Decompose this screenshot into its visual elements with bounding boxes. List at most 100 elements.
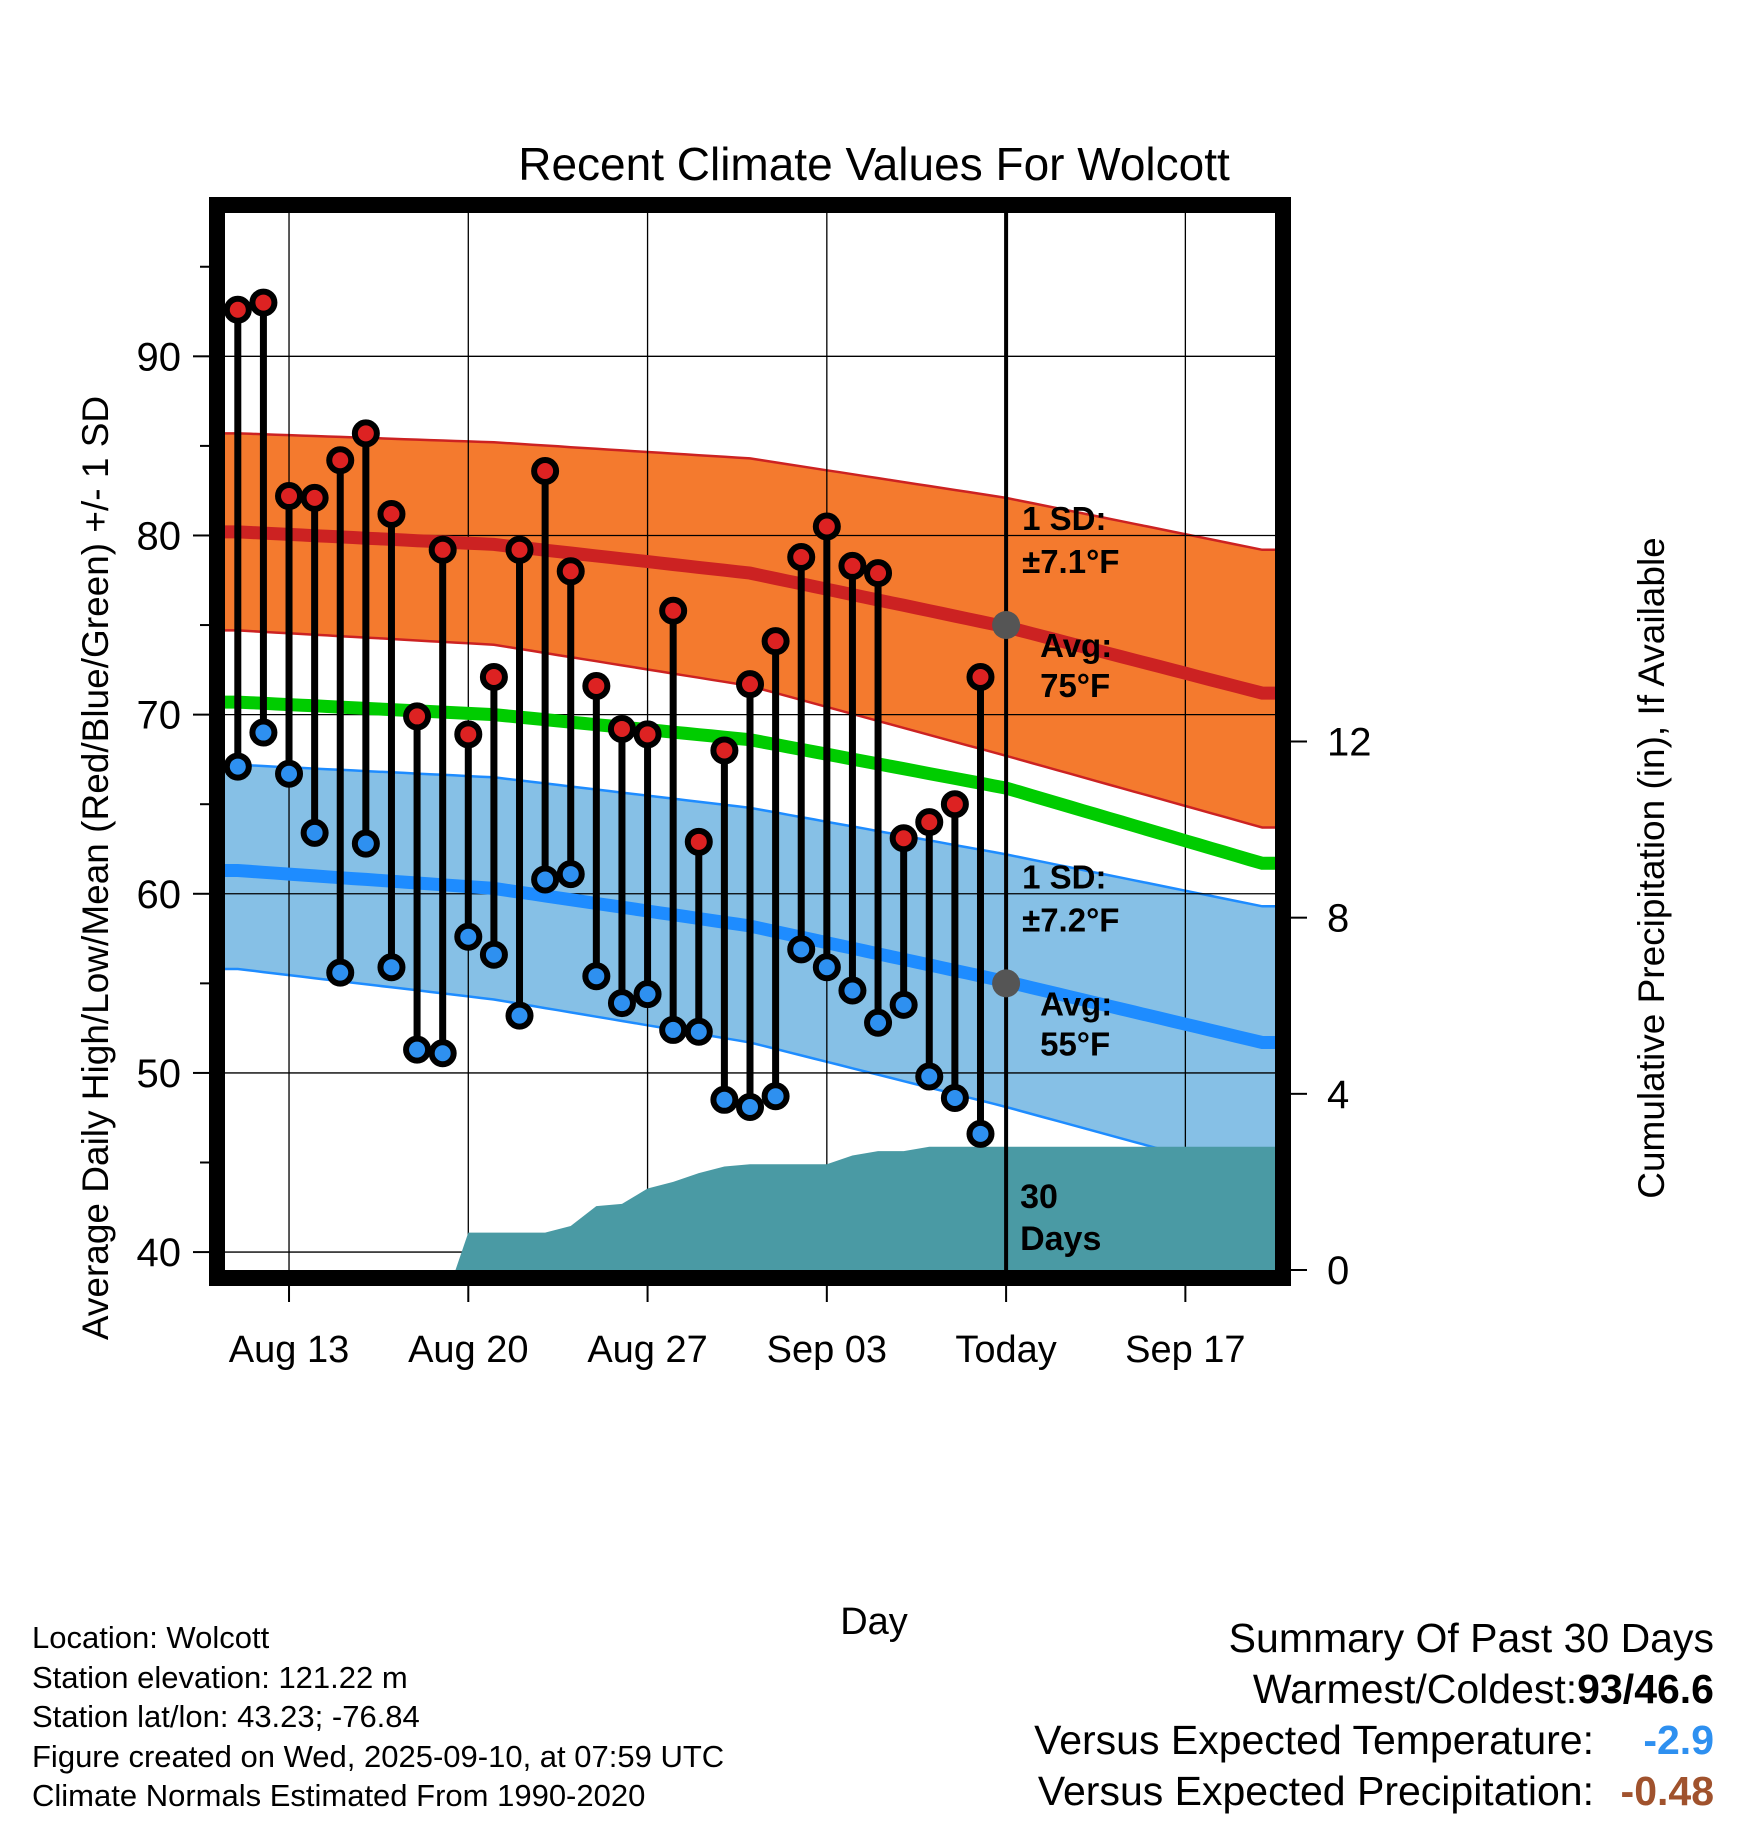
low-marker <box>684 1017 713 1046</box>
high-marker <box>326 446 355 475</box>
low-marker <box>710 1085 739 1114</box>
precip-area <box>455 1146 1275 1270</box>
high-avg-label: Avg: <box>1040 627 1112 664</box>
low-marker <box>838 976 867 1005</box>
y-tick-label: 40 <box>137 1231 182 1275</box>
axes: 40 50 60 70 80 90 0 4 8 12 Aug 13 Aug 20 Aug 27 Sep 0… <box>137 265 1372 1371</box>
avg-high-line <box>225 525 1275 700</box>
low-marker <box>659 1015 688 1044</box>
precip-anomaly-value: -0.48 <box>1620 1768 1714 1814</box>
low-marker <box>966 1119 995 1148</box>
high-marker <box>479 663 508 692</box>
low-marker <box>787 935 816 964</box>
summary-precip-row: Versus Expected Precipitation: -0.48 <box>1034 1766 1714 1817</box>
plot-border <box>209 197 1291 1286</box>
warmest-label: Warmest/Coldest: <box>1252 1666 1578 1712</box>
low-marker <box>377 953 406 982</box>
high-marker <box>684 827 713 856</box>
created-text: Figure created on Wed, 2025-09-10, at 07… <box>32 1738 725 1774</box>
low-marker <box>633 980 662 1009</box>
high-marker <box>633 720 662 749</box>
y-tick-label: 70 <box>137 694 182 738</box>
daily-bars <box>223 288 995 1148</box>
high-marker <box>710 736 739 765</box>
x-tick-label: Sep 17 <box>1125 1329 1245 1371</box>
y-tick-label: 60 <box>137 873 182 917</box>
high-marker <box>403 702 432 731</box>
low-marker <box>403 1035 432 1064</box>
low-avg-today-dot <box>992 969 1021 998</box>
low-marker <box>915 1062 944 1091</box>
low-marker <box>275 759 304 788</box>
low-marker <box>428 1039 457 1068</box>
high-sd-label: 1 SD: <box>1022 500 1106 537</box>
high-marker <box>607 714 636 743</box>
low-marker <box>556 860 585 889</box>
latlon-text: Station lat/lon: 43.23; -76.84 <box>32 1699 420 1734</box>
precip-cumulative-area <box>455 1146 1275 1270</box>
high-marker <box>300 483 329 512</box>
x-axis-label: Day <box>840 1601 908 1643</box>
low-avg-value: 55°F <box>1040 1025 1110 1062</box>
y-tick-label: 80 <box>137 514 182 558</box>
low-marker <box>249 718 278 747</box>
high-marker <box>812 512 841 541</box>
high-marker <box>249 288 278 317</box>
high-marker <box>454 720 483 749</box>
high-marker <box>556 557 585 586</box>
low-marker <box>223 752 252 781</box>
summary-panel: Summary Of Past 30 Days Warmest/Coldest:… <box>1034 1613 1714 1817</box>
summary-temp-row: Versus Expected Temperature: -2.9 <box>1034 1715 1714 1766</box>
low-marker <box>940 1084 969 1113</box>
normals-note-text: Climate Normals Estimated From 1990-2020 <box>32 1778 646 1813</box>
high-sd-value: ±7.1°F <box>1022 543 1119 580</box>
low-avg-label: Avg: <box>1040 985 1112 1022</box>
low-marker <box>761 1082 790 1111</box>
y2-tick-label: 8 <box>1327 897 1349 941</box>
today-marker <box>992 213 1021 1270</box>
x-tick-label: Aug 13 <box>229 1329 349 1371</box>
low-marker <box>454 922 483 951</box>
low-sd-value: ±7.2°F <box>1022 901 1119 938</box>
high-marker <box>838 551 867 580</box>
high-marker <box>889 824 918 853</box>
chart-title: Recent Climate Values For Wolcott <box>518 138 1230 190</box>
warmest-value: 93 <box>1577 1666 1623 1712</box>
y2-tick-label: 4 <box>1327 1073 1349 1117</box>
y2-axis-label: Cumulative Precipitation (in), If Availa… <box>1631 537 1672 1199</box>
window-label-days-count: 30 <box>1020 1178 1058 1216</box>
low-marker <box>479 940 508 969</box>
low-marker <box>531 865 560 894</box>
x-tick-label: Aug 27 <box>587 1329 707 1371</box>
low-marker <box>864 1008 893 1037</box>
high-marker <box>659 596 688 625</box>
low-marker <box>326 958 355 987</box>
low-marker <box>300 818 329 847</box>
high-avg-today-dot <box>992 611 1021 640</box>
temp-label: Versus Expected Temperature: <box>1034 1717 1594 1763</box>
low-marker <box>607 989 636 1018</box>
high-marker <box>915 808 944 837</box>
summary-title: Summary Of Past 30 Days <box>1228 1615 1714 1661</box>
summary-warmest-row: Warmest/Coldest: 93/46.6 <box>1034 1664 1714 1715</box>
high-marker <box>966 663 995 692</box>
high-marker <box>761 627 790 656</box>
temp-anomaly-value: -2.9 <box>1643 1717 1714 1763</box>
low-marker <box>736 1092 764 1121</box>
high-marker <box>787 542 816 571</box>
high-marker <box>428 535 457 564</box>
station-info: Location: Wolcott Station elevation: 121… <box>32 1618 724 1816</box>
high-marker <box>351 419 380 448</box>
high-marker <box>864 559 893 588</box>
high-avg-value: 75°F <box>1040 667 1110 704</box>
high-marker <box>940 790 969 819</box>
x-tick-label: Sep 03 <box>767 1329 887 1371</box>
location-text: Location: Wolcott <box>32 1620 270 1655</box>
plot-frame <box>209 197 1291 1286</box>
elevation-text: Station elevation: 121.22 m <box>32 1659 408 1695</box>
high-upper-sd-line <box>225 432 1275 552</box>
low-marker <box>505 1001 534 1030</box>
y-axis-label: Average Daily High/Low/Mean (Red/Blue/Gr… <box>75 396 116 1340</box>
